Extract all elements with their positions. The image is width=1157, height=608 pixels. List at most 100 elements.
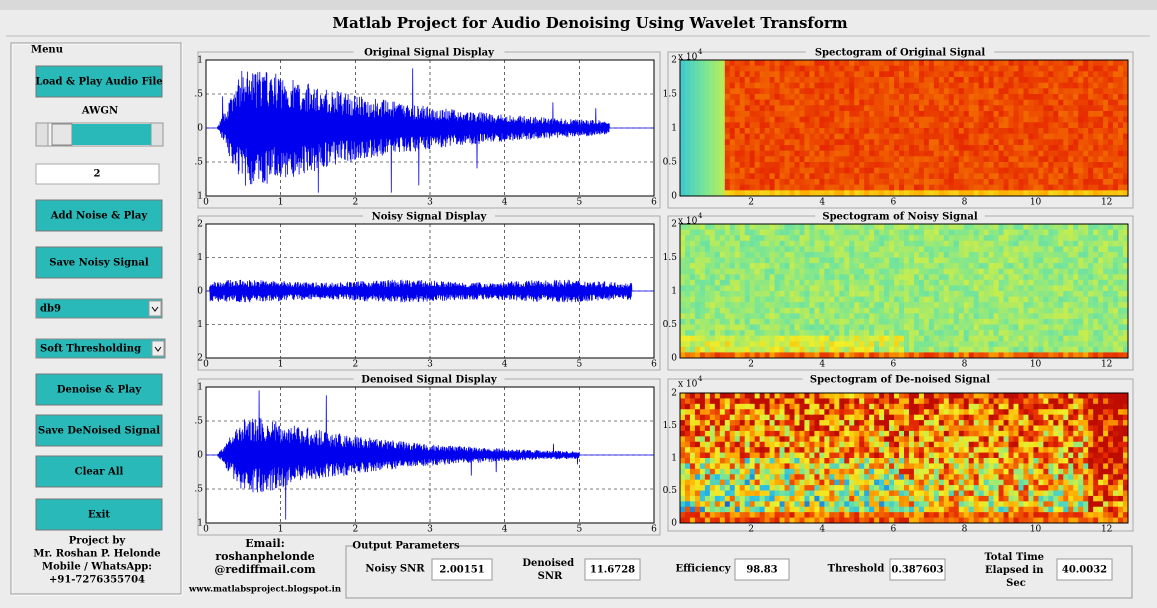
spectrogram-cell	[923, 352, 930, 359]
button[interactable]: Save Noisy Signal	[35, 246, 163, 279]
spectrogram-cell	[943, 240, 950, 247]
button-face[interactable]	[35, 414, 163, 447]
spectrogram-cell	[1053, 268, 1059, 275]
spectrogram-cell	[1003, 246, 1009, 253]
spectrogram-cell	[734, 324, 741, 331]
spectrogram-cell	[913, 263, 920, 270]
spectrogram-cell	[1068, 105, 1074, 112]
slider-right-arrow[interactable]	[150, 122, 164, 147]
spectrogram-cell	[680, 60, 686, 67]
spectrogram-cell	[799, 302, 805, 309]
spectrogram-cell	[794, 251, 800, 258]
spectrogram-cell	[998, 263, 1004, 270]
spectrogram-cell	[899, 111, 905, 118]
spectrogram-cell	[1093, 291, 1099, 297]
spectrogram-cell	[894, 82, 900, 89]
button-face[interactable]	[35, 65, 163, 98]
spectrogram-cell	[739, 279, 746, 286]
spectrogram-cell	[714, 150, 721, 157]
spectrogram-cell	[744, 99, 751, 106]
spectrogram-cell	[973, 341, 980, 348]
spectrogram-cell	[729, 291, 736, 297]
awgn-slider[interactable]	[35, 122, 164, 147]
spectrogram-cell	[844, 324, 850, 331]
spectrogram-cell	[923, 263, 930, 270]
spectrogram-cell	[1063, 190, 1069, 197]
spectrogram-cell	[968, 403, 975, 410]
spectrogram-cell	[754, 285, 761, 292]
button-face[interactable]	[35, 373, 163, 406]
spectrogram-cell	[1038, 167, 1044, 174]
button-face[interactable]	[35, 498, 163, 531]
threshold-select-arrow[interactable]	[151, 340, 165, 357]
spectrogram-cell	[854, 122, 860, 129]
spectrogram-cell	[1013, 60, 1019, 67]
spectrogram-cell	[809, 302, 815, 309]
spectrogram-cell	[894, 139, 900, 146]
spectrogram-cell	[784, 420, 790, 426]
spectrogram-cell	[684, 335, 691, 342]
spectrogram-cell	[799, 122, 805, 129]
spectrogram-cell	[819, 263, 825, 270]
spectrogram-cell	[754, 65, 761, 72]
spectrogram-cell	[829, 296, 835, 303]
spectrogram-cell	[1053, 173, 1059, 180]
button-face[interactable]	[35, 199, 163, 232]
button[interactable]: Add Noise & Play	[35, 199, 163, 232]
spectrogram-cell	[764, 179, 770, 186]
spectrogram-cell	[1123, 71, 1129, 78]
spectrogram-cell	[864, 274, 870, 281]
button[interactable]: Denoise & Play	[35, 373, 163, 406]
button[interactable]: Exit	[35, 498, 163, 531]
button-face[interactable]	[35, 246, 163, 279]
threshold-select[interactable]	[35, 338, 166, 359]
spectrogram-cell	[879, 60, 885, 67]
spectrogram-cell	[983, 179, 990, 186]
spectrogram-cell	[709, 240, 716, 247]
spectrogram-cell	[1103, 139, 1109, 146]
spectrogram-cell	[684, 251, 691, 258]
spectrogram-cell	[1113, 318, 1119, 325]
spectrogram-cell	[829, 352, 835, 359]
spectrogram-cell	[938, 313, 945, 320]
spectrogram-cell	[744, 179, 751, 186]
spectrogram-cell	[1118, 403, 1124, 410]
spectrogram-cell	[729, 274, 736, 281]
spectrogram-cell	[904, 173, 910, 180]
slider-left-arrow[interactable]	[35, 122, 49, 147]
spectrogram-cell	[799, 240, 805, 247]
spectrogram-cell	[1043, 393, 1049, 399]
awgn-value-box[interactable]	[35, 163, 160, 185]
spectrogram-cell	[849, 335, 855, 342]
spectrogram-cell	[923, 224, 930, 230]
wavelet-select[interactable]	[35, 298, 163, 319]
spectrogram-cell	[799, 167, 805, 174]
wavelet-select-arrow[interactable]	[148, 300, 162, 317]
spectrogram-cell	[1043, 302, 1049, 309]
spectrogram-cell	[889, 257, 895, 264]
spectrogram-cell	[744, 393, 751, 399]
spectrogram-cell	[988, 235, 994, 242]
spectrogram-cell	[1043, 190, 1049, 197]
button[interactable]: Clear All	[35, 455, 163, 488]
spectrogram-cell	[844, 133, 850, 140]
spectrogram-cell	[1093, 257, 1099, 264]
spectrogram-cell	[859, 88, 865, 95]
spectrogram-cell	[749, 313, 756, 320]
spectrogram-cell	[749, 190, 756, 197]
spectrogram-cell	[784, 307, 790, 314]
spectrogram-cell	[1118, 65, 1124, 72]
button[interactable]: Load & Play Audio File	[35, 65, 163, 98]
spectrogram-cell	[1013, 409, 1019, 416]
spectrogram-cell	[1028, 99, 1034, 106]
spectrogram-cell	[804, 145, 810, 152]
spectrogram-cell	[933, 224, 940, 230]
spectrogram-cell	[804, 111, 810, 118]
spectrogram-cell	[963, 268, 970, 275]
spectrogram-cell	[1038, 398, 1044, 405]
slider-thumb[interactable]	[51, 123, 73, 146]
spectrogram-cell	[913, 235, 920, 242]
button[interactable]: Save DeNoised Signal	[35, 414, 163, 447]
button-face[interactable]	[35, 455, 163, 488]
spectrogram-cell	[859, 335, 865, 342]
